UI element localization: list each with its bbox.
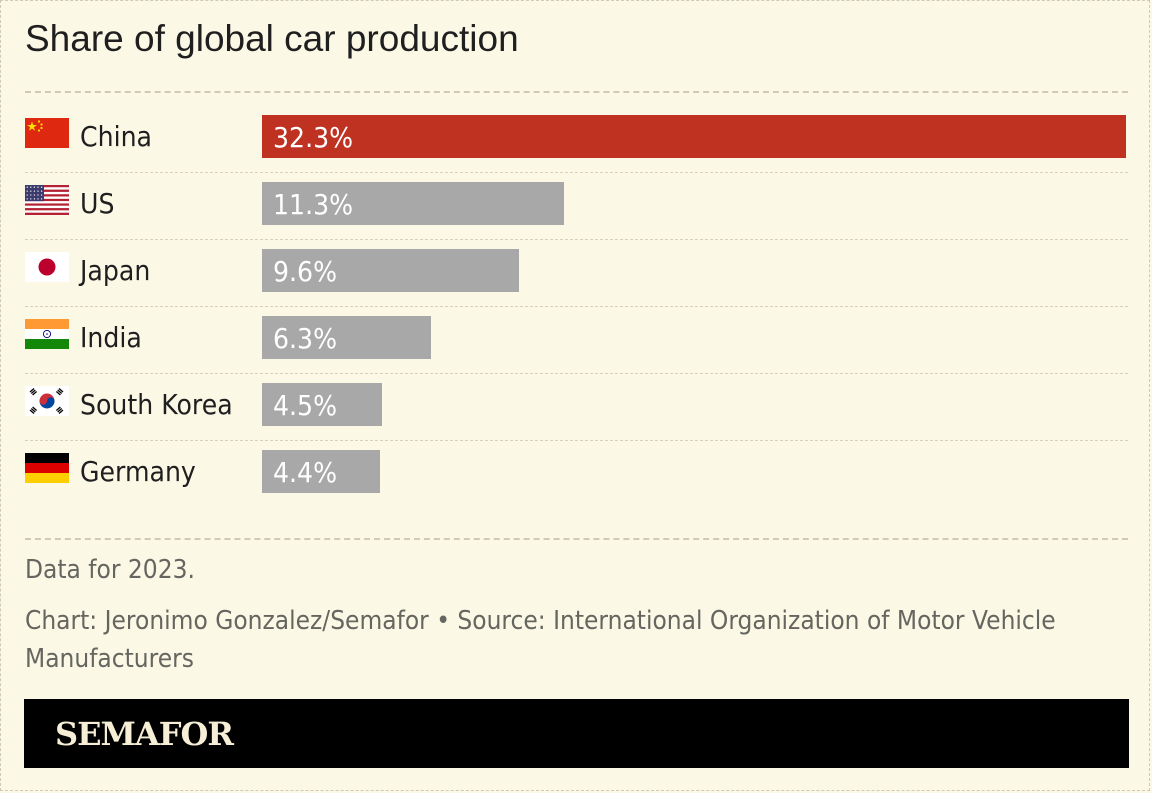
bar: 32.3% [262,115,1126,158]
title-divider [25,91,1128,93]
category-label: Germany [80,455,196,488]
value-label: 32.3% [273,121,354,154]
category-label: India [80,321,142,354]
china-flag-icon [25,118,69,148]
bar: 4.4% [262,450,380,493]
chart-row: US 11.3% [25,173,1128,240]
notes-divider [25,538,1128,540]
bar: 6.3% [262,316,431,359]
chart-row: China 32.3% [25,106,1128,173]
data-note: Data for 2023. [25,555,195,585]
row-divider [25,239,1128,240]
chart-row: Germany 4.4% [25,441,1128,508]
germany-flag-icon [25,453,69,483]
chart-credit: Chart: Jeronimo Gonzalez/Semafor • Sourc… [25,606,1056,674]
bar: 4.5% [262,383,382,426]
value-label: 11.3% [273,188,354,221]
brand-footer: SEMAFOR [24,699,1129,768]
category-label: Japan [80,254,151,287]
chart-row: Japan 9.6% [25,240,1128,307]
japan-flag-icon [25,252,69,282]
chart-title: Share of global car production [25,18,519,59]
us-flag-icon [25,185,69,216]
value-label: 6.3% [273,322,338,355]
bar: 11.3% [262,182,564,225]
category-label: US [80,187,115,220]
south-korea-flag-icon [25,386,69,416]
chart-row: South Korea 4.5% [25,374,1128,441]
category-label: South Korea [80,388,233,421]
chart-row: India 6.3% [25,307,1128,374]
value-label: 4.5% [273,389,338,422]
value-label: 4.4% [273,456,338,489]
semafor-logo: SEMAFOR [55,715,234,753]
bar-chart: China 32.3% US 11.3% Japan 9.6% India 6.3% South… [25,106,1128,506]
category-label: China [80,120,152,153]
bar: 9.6% [262,249,519,292]
value-label: 9.6% [273,255,338,288]
india-flag-icon [25,319,69,349]
row-divider [25,172,1128,173]
row-divider [25,373,1128,374]
row-divider [25,440,1128,441]
row-divider [25,306,1128,307]
